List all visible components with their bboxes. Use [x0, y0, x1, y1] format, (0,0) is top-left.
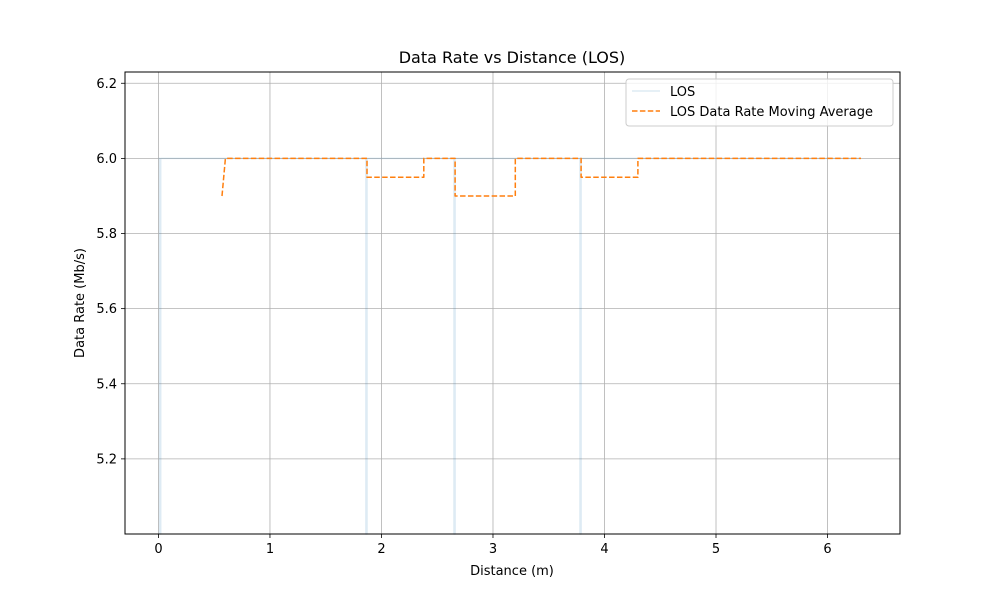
legend-box [625, 78, 894, 127]
x-tick-label: 0 [154, 542, 162, 557]
x-axis-label: Distance (m) [470, 564, 554, 579]
legend: LOS LOS Data Rate Moving Average [625, 78, 894, 127]
plot-area-frame [124, 71, 901, 535]
axis-ticks: 0 1 2 3 4 5 6 5.2 5.4 5.6 5.8 6.0 6.2 [96, 77, 831, 557]
chart-title: Data Rate vs Distance (LOS) [399, 48, 626, 67]
x-tick-label: 6 [823, 542, 831, 557]
y-tick-label: 6.0 [96, 152, 117, 167]
y-tick-label: 5.4 [96, 377, 117, 392]
x-tick-label: 5 [712, 542, 720, 557]
legend-label-los: LOS [670, 85, 695, 100]
x-tick-label: 1 [266, 542, 274, 557]
x-tick-label: 2 [377, 542, 385, 557]
x-tick-label: 4 [600, 542, 608, 557]
grid-lines [125, 72, 900, 534]
legend-label-moving-average: LOS Data Rate Moving Average [670, 105, 873, 120]
y-tick-label: 5.8 [96, 227, 117, 242]
series-line-moving-average [221, 157, 861, 197]
y-axis-label: Data Rate (Mb/s) [73, 248, 88, 358]
y-tick-label: 6.2 [96, 77, 117, 92]
x-tick-label: 3 [489, 542, 497, 557]
y-tick-label: 5.6 [96, 302, 117, 317]
y-tick-label: 5.2 [96, 452, 117, 467]
